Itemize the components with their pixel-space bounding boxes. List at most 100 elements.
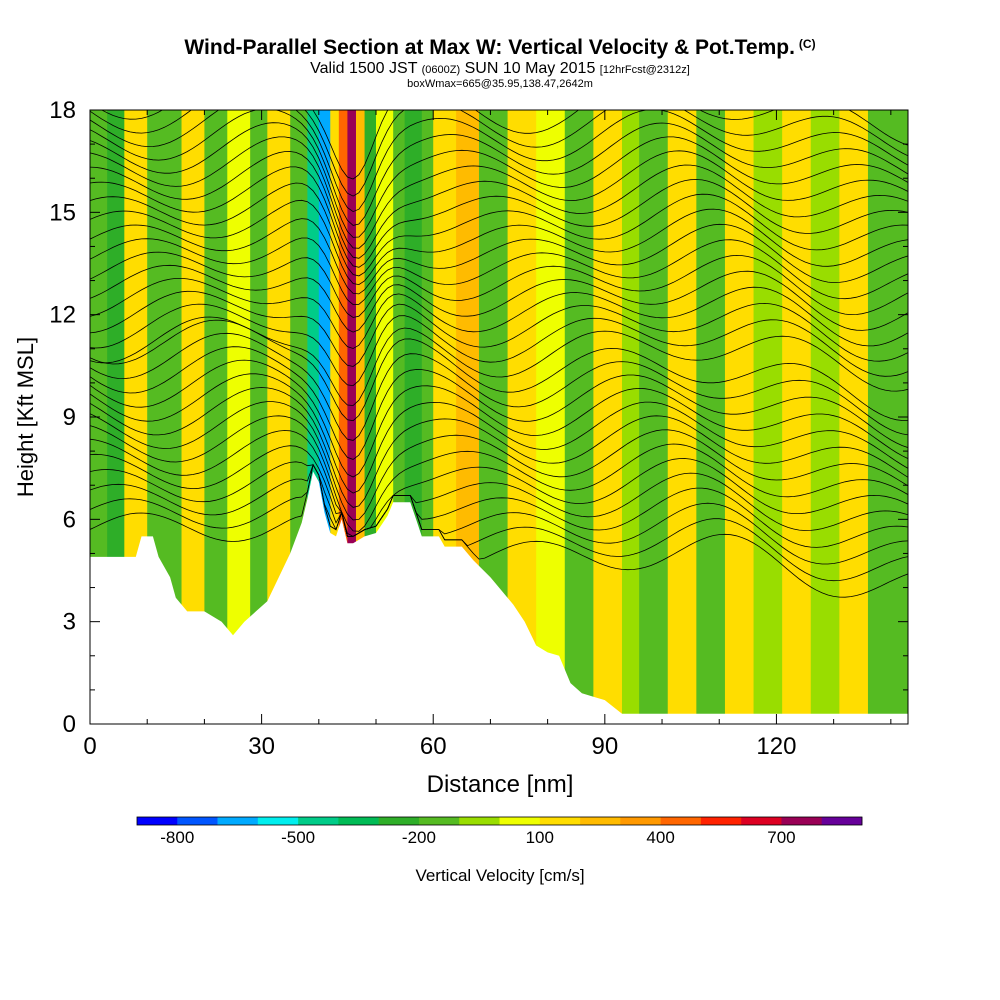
colorbar-swatch [418, 817, 460, 825]
colorbar-frame [136, 816, 863, 826]
isentrope-line [90, 237, 908, 306]
velocity-band [250, 110, 268, 724]
chart-title: Wind-Parallel Section at Max W: Vertical… [0, 36, 1000, 60]
title-text: Wind-Parallel Section at Max W: Vertical… [184, 36, 795, 59]
y-tick-label: 15 [49, 199, 76, 226]
colorbar-swatch [580, 817, 621, 825]
velocity-band [782, 110, 812, 724]
velocity-band [639, 110, 669, 724]
x-tick-label: 90 [591, 733, 618, 760]
velocity-band [355, 110, 366, 724]
isentrope-line [90, 110, 908, 197]
isentrope-line [90, 332, 908, 441]
velocity-band [338, 110, 349, 724]
velocity-band [810, 110, 840, 724]
forecast-tag: [12hrFcst@2312z] [599, 64, 690, 76]
isentrope-line [90, 110, 908, 226]
y-tick-label: 6 [63, 506, 76, 533]
colorbar-label: Vertical Velocity [cm/s] [415, 866, 584, 885]
isentrope-line [100, 110, 908, 180]
isentrope-line [90, 278, 908, 349]
terrain-mask [90, 471, 908, 724]
valid-utc: (0600Z) [421, 64, 461, 76]
x-tick-label: 120 [756, 733, 796, 760]
isentrope-line [90, 218, 908, 295]
colorbar-tick-label: 100 [526, 828, 554, 847]
isentrope-line [90, 136, 908, 249]
colorbar-swatch [499, 817, 541, 825]
colorbar-tick-label: 400 [646, 828, 674, 847]
valid-time-line: Valid 1500 JST (0600Z) SUN 10 May 2015 [… [0, 60, 1000, 78]
velocity-band [621, 110, 640, 724]
colorbar-swatch [700, 817, 742, 825]
colorbar-swatch [781, 817, 823, 825]
isentrope-line [90, 316, 908, 406]
colorbar-swatch [177, 817, 218, 825]
isentrope-line [90, 199, 908, 286]
colorbar-swatch [217, 817, 259, 825]
box-info: boxWmax=665@35.95,138.47,2642m [407, 78, 593, 90]
isentrope-line [90, 430, 908, 537]
isentrope-line [90, 401, 908, 521]
velocity-band [667, 110, 697, 724]
isentrope-line [90, 463, 908, 582]
y-axis-label: Height [Kft MSL] [13, 337, 38, 497]
colorbar-tick-label: -200 [402, 828, 436, 847]
x-tick-label: 30 [248, 733, 275, 760]
isentrope-contours [90, 110, 908, 598]
velocity-band [696, 110, 726, 724]
isentrope-line [90, 151, 908, 259]
velocity-band [839, 110, 869, 724]
isentrope-line [90, 251, 908, 318]
colorbar-tick-label: -800 [160, 828, 194, 847]
isentrope-line [90, 359, 908, 478]
colorbar-swatch [620, 817, 661, 825]
colorbar-swatch [257, 817, 299, 825]
isentrope-line [90, 461, 908, 548]
velocity-band [753, 110, 783, 724]
valid-date: SUN 10 May 2015 [464, 60, 596, 77]
isentrope-line [90, 303, 908, 387]
colorbar-swatch [741, 817, 782, 825]
isentrope-line [90, 415, 908, 532]
isentrope-line [90, 445, 908, 537]
copyright-mark: (C) [798, 37, 816, 51]
x-axis-label: Distance [nm] [427, 771, 574, 798]
velocity-band [724, 110, 755, 724]
isentrope-line [90, 182, 908, 277]
velocity-band [330, 110, 340, 724]
colorbar-swatch [338, 817, 379, 825]
colorbar-swatch [137, 817, 178, 825]
colorbar-swatch [378, 817, 420, 825]
colorbar-swatch [539, 817, 581, 825]
isentrope-line [90, 264, 908, 333]
isentrope-line [90, 387, 908, 508]
isentrope-line [90, 463, 908, 565]
isentrope-line [90, 110, 908, 213]
x-tick-label: 0 [83, 733, 96, 760]
y-tick-label: 18 [49, 97, 76, 124]
isentrope-line [90, 373, 908, 494]
velocity-band [536, 110, 566, 724]
y-tick-label: 0 [63, 711, 76, 738]
y-tick-label: 12 [49, 302, 76, 329]
colorbar-swatch [660, 817, 702, 825]
velocity-band [204, 110, 228, 724]
colorbar-swatch [821, 817, 863, 825]
isentrope-line [90, 319, 908, 422]
y-tick-label: 3 [63, 609, 76, 636]
x-tick-label: 60 [420, 733, 447, 760]
colorbar-swatch [298, 817, 339, 825]
colorbar-tick-label: -500 [281, 828, 315, 847]
isentrope-line [90, 166, 908, 268]
colorbar-swatch [459, 817, 500, 825]
colorbar: -800 -500 -200 100 400 700 [136, 816, 863, 847]
isentrope-line [90, 122, 908, 238]
y-tick-label: 9 [63, 404, 76, 431]
isentrope-line [90, 290, 908, 367]
colorbar-tick-label: 700 [767, 828, 795, 847]
isentrope-line [90, 463, 908, 598]
axes: 0 30 60 90 120 0 3 6 9 12 15 18 [49, 97, 908, 760]
velocity-band [347, 110, 357, 724]
